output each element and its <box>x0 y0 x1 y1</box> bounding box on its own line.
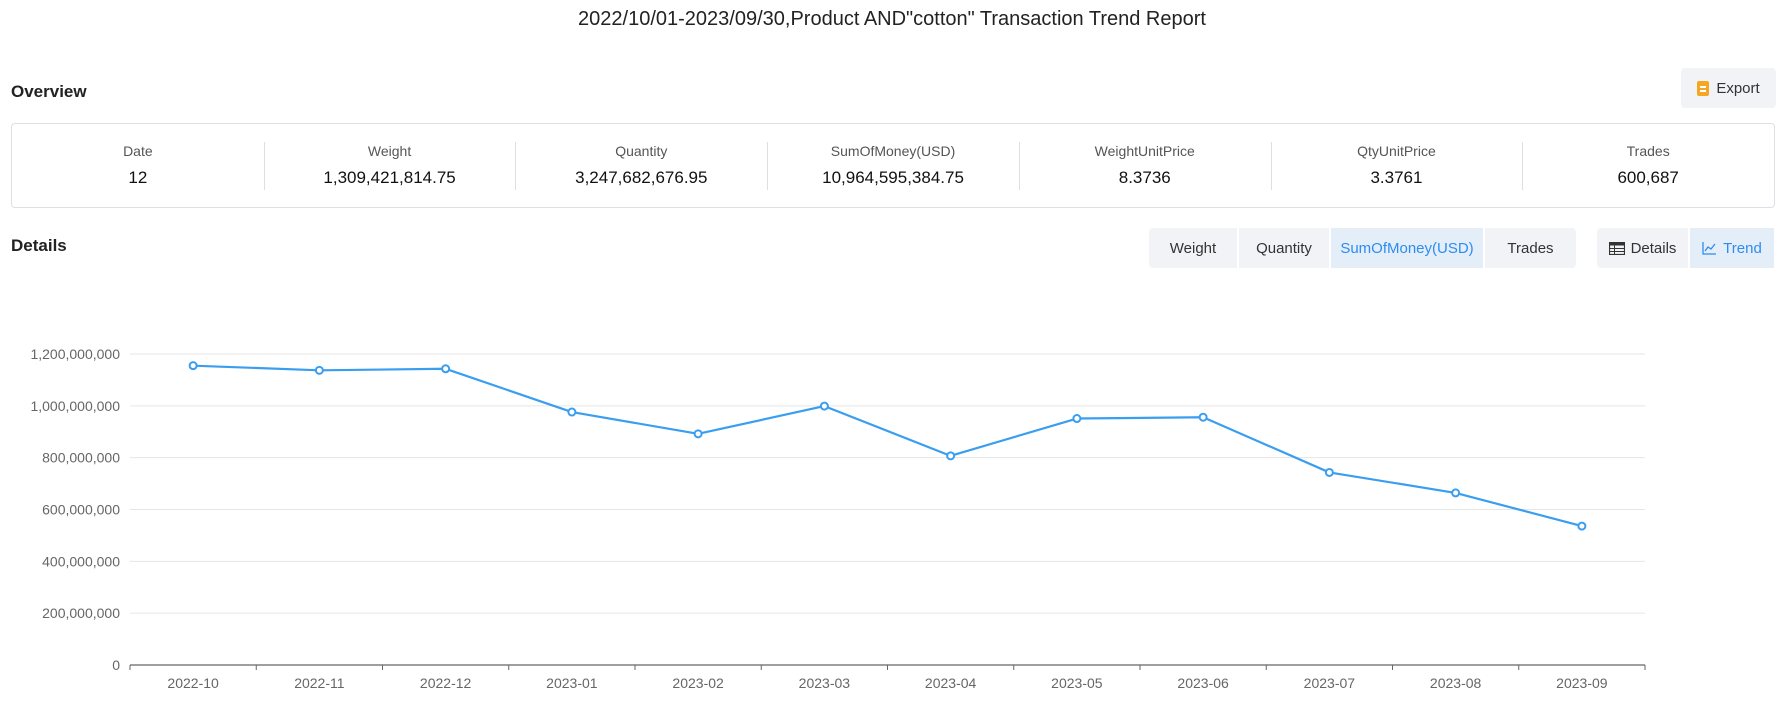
table-icon <box>1608 241 1625 255</box>
data-point <box>1451 488 1461 498</box>
stat-value: 3,247,682,676.95 <box>575 167 708 187</box>
data-point <box>314 365 324 375</box>
y-tick-label: 200,000,000 <box>42 605 120 621</box>
data-point <box>946 451 956 461</box>
x-tick-label: 2023-02 <box>672 675 724 691</box>
data-point <box>1072 414 1082 424</box>
data-point <box>1577 521 1587 531</box>
x-tick-label: 2022-12 <box>420 675 472 691</box>
stat-trades: Trades 600,687 <box>1522 141 1774 190</box>
stat-label: Quantity <box>615 142 668 159</box>
tab-details[interactable]: Details <box>1597 228 1690 268</box>
data-point <box>567 407 577 417</box>
stat-label: Weight <box>367 142 412 159</box>
view-tab-group: Details Trend <box>1597 228 1774 268</box>
stat-value: 3.3761 <box>1370 167 1423 187</box>
data-point <box>441 364 451 374</box>
tab-trend-label: Trend <box>1723 239 1762 257</box>
export-label: Export <box>1716 79 1760 97</box>
stat-label: WeightUnitPrice <box>1094 142 1195 159</box>
stat-quantity: Quantity 3,247,682,676.95 <box>515 141 767 190</box>
line-chart-icon <box>1702 241 1717 255</box>
y-tick-label: 1,200,000,000 <box>30 346 120 362</box>
x-tick-label: 2023-06 <box>1177 675 1229 691</box>
x-tick-label: 2022-11 <box>294 675 345 691</box>
y-tick-label: 400,000,000 <box>42 553 120 569</box>
stat-value: 8.3736 <box>1118 167 1171 187</box>
data-point <box>1198 412 1208 422</box>
data-point <box>1324 467 1334 477</box>
export-icon <box>1697 80 1710 96</box>
tab-sum-of-money[interactable]: SumOfMoney(USD) <box>1331 228 1485 268</box>
overview-stats: Date 12 Weight 1,309,421,814.75 Quantity… <box>11 123 1775 208</box>
x-tick-label: 2023-08 <box>1430 675 1482 691</box>
stat-weight-unit-price: WeightUnitPrice 8.3736 <box>1018 141 1271 190</box>
stat-weight: Weight 1,309,421,814.75 <box>263 141 516 190</box>
stat-label: Trades <box>1626 142 1670 159</box>
x-tick-label: 2023-04 <box>925 675 977 691</box>
x-tick-label: 2023-07 <box>1304 675 1356 691</box>
x-tick-label: 2023-09 <box>1556 675 1608 691</box>
details-title: Details <box>11 236 67 255</box>
y-tick-label: 1,000,000,000 <box>30 398 120 414</box>
stat-value: 1,309,421,814.75 <box>323 167 456 187</box>
y-tick-label: 0 <box>112 657 120 673</box>
x-tick-label: 2023-05 <box>1051 675 1103 691</box>
stat-sum-of-money: SumOfMoney(USD) 10,964,595,384.75 <box>767 141 1019 190</box>
export-button[interactable]: Export <box>1681 68 1776 108</box>
x-tick-label: 2023-01 <box>546 675 598 691</box>
stat-value: 10,964,595,384.75 <box>822 167 964 187</box>
stat-date: Date 12 <box>12 142 264 190</box>
data-point <box>188 361 198 371</box>
data-point <box>693 429 703 439</box>
metric-tab-group: Weight Quantity SumOfMoney(USD) Trades <box>1149 228 1576 268</box>
tab-quantity[interactable]: Quantity <box>1239 228 1331 268</box>
tab-trend[interactable]: Trend <box>1690 228 1774 268</box>
tab-details-label: Details <box>1630 239 1677 257</box>
stat-label: SumOfMoney(USD) <box>830 142 956 159</box>
stat-label: QtyUnitPrice <box>1357 142 1436 159</box>
y-tick-label: 800,000,000 <box>42 450 120 466</box>
y-tick-label: 600,000,000 <box>42 502 120 518</box>
x-tick-label: 2023-03 <box>799 675 851 691</box>
overview-title: Overview <box>11 82 87 101</box>
stat-value: 12 <box>128 167 148 187</box>
series-line <box>193 364 1583 528</box>
tab-trades[interactable]: Trades <box>1507 239 1554 257</box>
stat-value: 600,687 <box>1617 167 1679 187</box>
tab-weight[interactable]: Weight <box>1149 228 1239 268</box>
report-title: 2022/10/01-2023/09/30,Product AND"cotton… <box>578 8 1206 30</box>
stat-label: Date <box>123 142 153 159</box>
data-point <box>819 401 829 411</box>
stat-qty-unit-price: QtyUnitPrice 3.3761 <box>1270 141 1523 190</box>
x-tick-label: 2022-10 <box>167 675 219 691</box>
